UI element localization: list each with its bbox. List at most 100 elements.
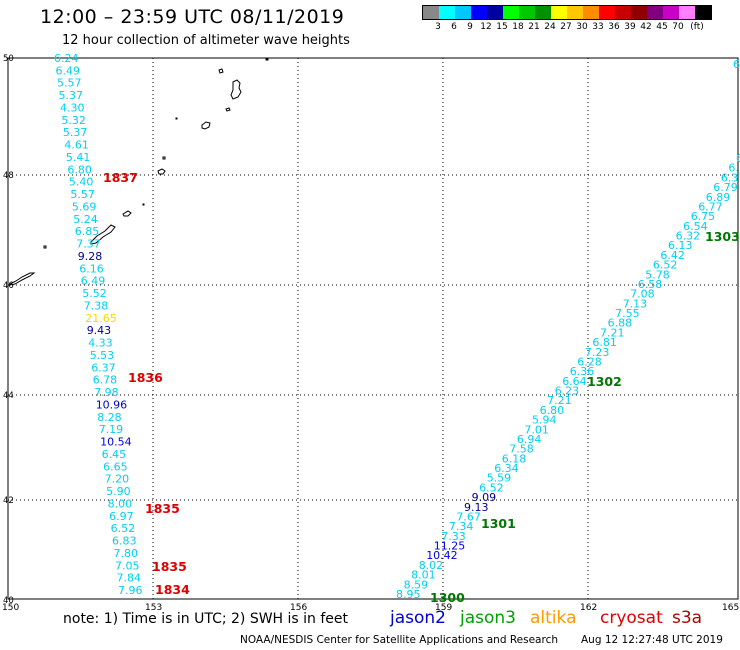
wave-height-value: 7.58 [509,443,534,456]
satellite-label-jason2: jason2 [390,608,446,628]
wave-height-value: 4.30 [60,102,85,115]
wave-height-value: 7.05 [115,559,140,572]
wave-height-value: 6.49 [56,64,81,77]
wave-height-value: 5.52 [82,287,107,300]
island-shape [43,245,47,249]
wave-height-value: 8.28 [97,411,122,424]
wave-height-value: 6.42 [660,249,685,262]
island-shape [175,117,178,120]
legend-swatch [487,6,503,19]
wave-height-value: 6.88 [608,317,633,330]
map-frame [7,57,739,600]
wave-height-value: 5.57 [57,77,82,90]
wave-height-value: 6.78 [93,374,118,387]
pass-time-label: 1835 [145,501,180,516]
wave-height-value: 7.67 [456,511,481,524]
wave-height-value: 8.01 [411,569,436,582]
legend-swatch [423,6,439,19]
island-shape [122,210,132,217]
wave-height-value: 8.00 [108,497,133,510]
pass-time-label: 1834 [155,582,190,597]
pass-time-label: 1302 [587,374,622,389]
generated-timestamp: Aug 12 12:27:48 UTC 2019 [581,634,723,646]
wave-height-value: 5.41 [66,151,91,164]
wave-height-value: 7.37 [76,238,101,251]
legend-swatch [455,6,471,19]
wave-height-value: 11.25 [434,540,466,553]
wave-height-value: 5.94 [532,414,557,427]
legend-swatch [567,6,583,19]
wave-height-value: 7.33 [441,530,466,543]
wave-height-value: 7.55 [615,307,640,320]
satellite-label-jason3: jason3 [460,608,516,628]
wave-height-value: 7.13 [623,297,648,310]
island-shape [9,272,36,286]
legend-swatch [439,6,455,19]
wave-height-value: 6.52 [111,522,136,535]
wave-height-value: 21.65 [85,312,117,325]
island-shape [90,224,116,245]
wave-height-value: 6 [733,58,740,71]
wave-height-value: 6.54 [683,220,708,233]
latitude-label: 50 [3,54,14,64]
island-shape [142,203,145,206]
color-legend: 3 6 9 12 15 18 21 24 27 30 33 36 39 42 45 70 (ft) [422,5,712,34]
wave-height-value: 6.37 [91,361,116,374]
legend-swatch [631,6,647,19]
coastline [9,58,269,286]
wave-height-value: 4.61 [64,139,89,152]
wave-height-value: 7.23 [585,346,610,359]
wave-height-value: 6.13 [668,239,693,252]
wave-height-value: 6.80 [540,404,565,417]
longitude-label: 153 [145,603,162,613]
wave-height-value: 10.54 [100,436,132,449]
longitude-label: 162 [580,603,597,613]
longitude-label: 165 [722,603,739,613]
west-track-values: 6.246.495.575.374.305.325.374.615.416.80… [54,52,143,597]
legend-label: 12 [480,22,492,32]
legend-label: 3 [435,22,441,32]
latitude-labels: 50 48 46 44 42 40 [3,54,14,606]
pass-time-label: 1303 [705,229,740,244]
wave-height-value: 6.23 [555,385,580,398]
island-shape [157,168,166,175]
legend-label: 27 [560,22,572,32]
satellite-label-s3a: s3a [672,608,703,628]
legend-label: 21 [528,22,540,32]
legend-swatch [535,6,551,19]
longitude-label: 156 [290,603,307,613]
wave-height-value: 5.32 [61,114,86,127]
wave-height-value: 5.90 [106,485,131,498]
wave-height-value: 10.96 [96,398,128,411]
wave-height-value: 7.19 [99,423,124,436]
island-shape [230,79,242,100]
east-track-values: 666.16.376.796.896.776.756.546.326.136.4… [396,58,740,601]
wave-height-value: 9.28 [78,250,103,263]
wave-height-value: 7.21 [600,326,625,339]
latitude-label: 48 [3,171,14,181]
wave-height-value: 7.01 [524,423,549,436]
wave-height-value: 6.89 [706,191,731,204]
wave-height-value: 6.79 [713,181,738,194]
wave-height-value: 6.32 [676,230,701,243]
wave-height-value: 9.43 [87,324,112,337]
legend-label: 70 [672,22,684,32]
wave-height-value: 5.53 [90,349,115,362]
wave-height-value: 6.1 [728,162,740,175]
wave-height-value: 6.97 [109,510,134,523]
legend-label: 18 [512,22,524,32]
wave-height-value: 6.83 [112,535,137,548]
wave-height-value: 6.16 [79,262,104,275]
wave-height-value: 7.21 [547,394,572,407]
wave-height-value: 9.09 [472,491,497,504]
wave-height-value: 7.84 [117,572,142,585]
wave-height-value: 5.57 [70,188,95,201]
wave-height-value: 4.33 [88,337,113,350]
legend-label: 15 [496,22,508,32]
legend-swatch [679,6,695,19]
wave-height-value: 7.08 [630,288,655,301]
wave-height-value: 5.78 [645,268,670,281]
legend-label: 36 [608,22,620,32]
legend-swatch [647,6,663,19]
